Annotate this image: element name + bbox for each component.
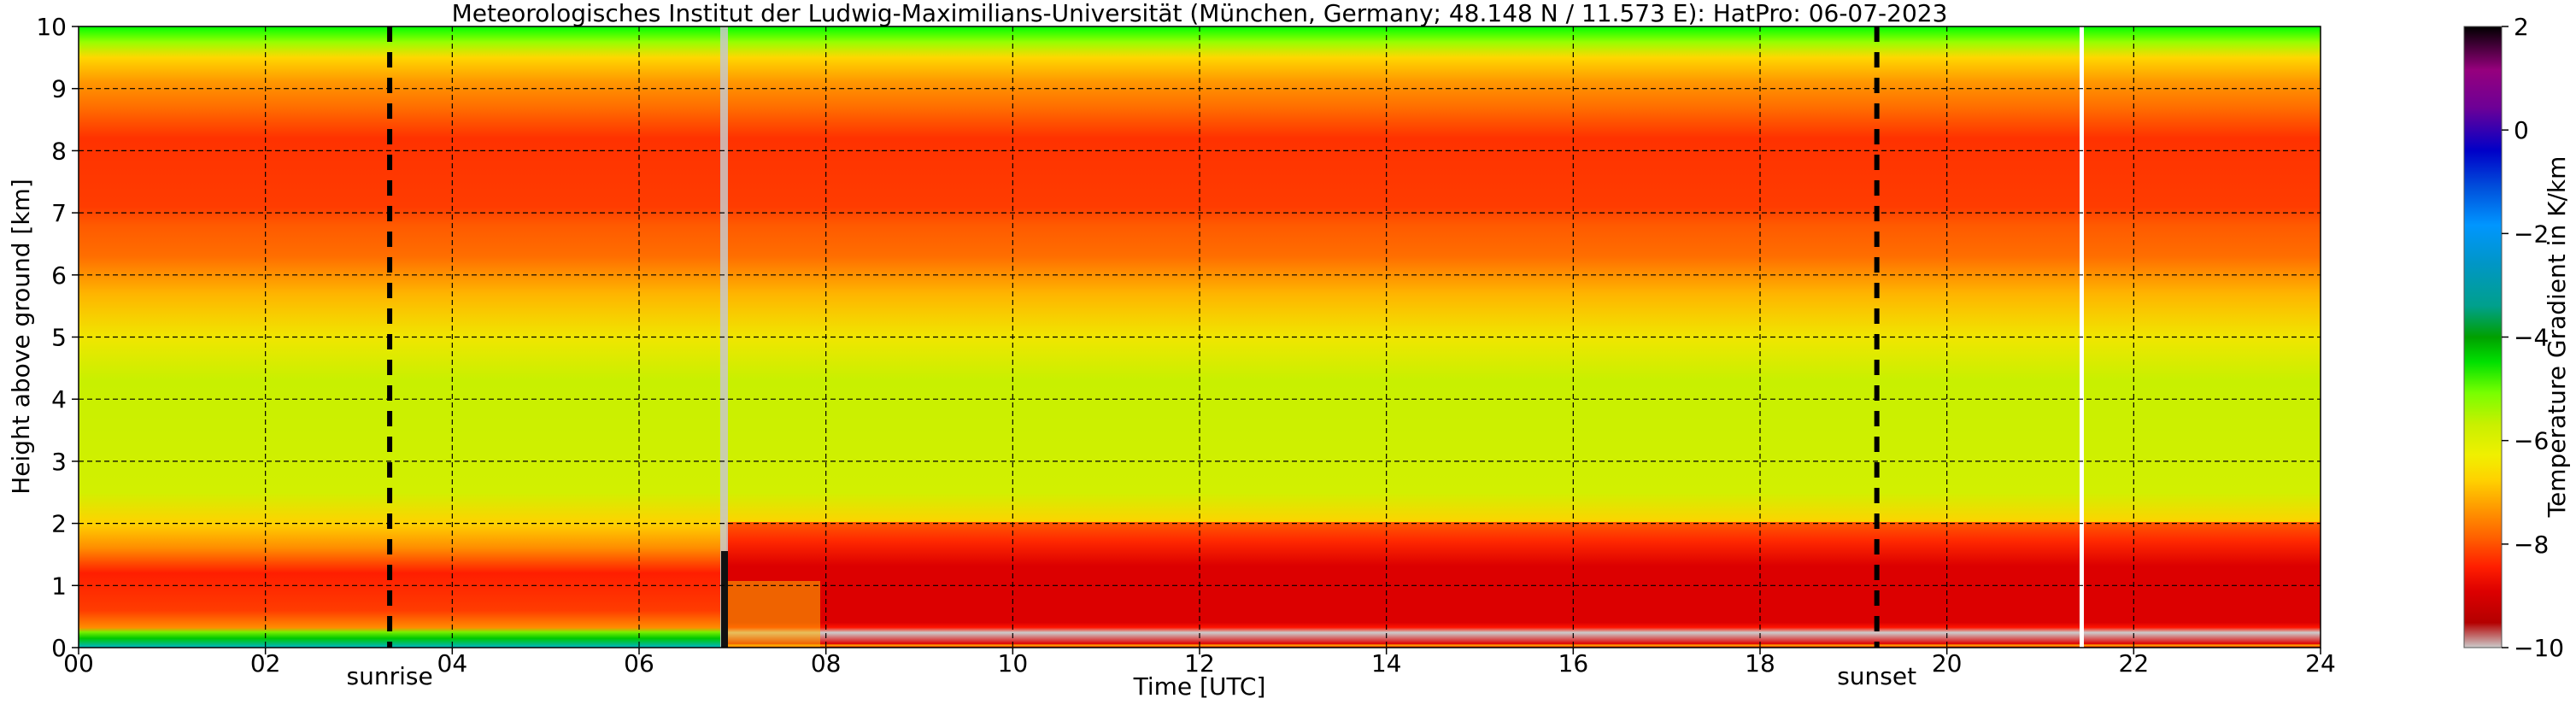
data-gap-line-lower [721, 551, 728, 648]
sun-lines [387, 26, 1880, 648]
y-tick-label: 4 [51, 385, 67, 414]
colorbar-tick-label: −10 [2514, 634, 2564, 662]
colorbar-tick-label: −6 [2514, 427, 2549, 455]
sunset-label: sunset [1837, 662, 1916, 690]
colorbar-tick-label: 0 [2514, 116, 2529, 144]
y-tick-label: 3 [51, 448, 67, 476]
y-tick-label: 9 [51, 75, 67, 103]
x-tick-label: 16 [1558, 649, 1589, 678]
y-tick-label: 2 [51, 510, 67, 538]
heatmap-lower-layer-day [726, 522, 2321, 648]
colorbar-tick-label: −4 [2514, 324, 2549, 352]
x-tick-label: 10 [998, 649, 1029, 678]
chart-title: Meteorologisches Institut der Ludwig-Max… [452, 0, 1948, 27]
y-tick-label: 6 [51, 261, 67, 290]
colorbar [2464, 26, 2502, 648]
colorbar-tick-label: −2 [2514, 220, 2549, 248]
x-tick-label: 12 [1184, 649, 1215, 678]
x-tick-label: 14 [1371, 649, 1402, 678]
y-tick-label: 1 [51, 572, 67, 600]
x-tick-label: 04 [437, 649, 468, 678]
x-axis-ticks: 00 02 04 06 08 10 12 14 16 18 20 22 24 [63, 648, 2336, 678]
x-tick-label: 06 [624, 649, 654, 678]
x-tick-label: 08 [811, 649, 842, 678]
colorbar-tick-label: −8 [2514, 531, 2549, 559]
colorbar-ticks: 2 0 −2 −4 −6 −8 −10 [2502, 13, 2564, 662]
y-tick-label: 7 [51, 199, 67, 227]
x-axis-label: Time [UTC] [1133, 672, 1266, 701]
heatmap-lower-layer-transition [726, 581, 820, 648]
x-tick-label: 24 [2305, 649, 2336, 678]
x-tick-label: 00 [63, 649, 94, 678]
y-axis-label: Height above ground [km] [7, 179, 35, 495]
x-tick-label: 20 [1932, 649, 1963, 678]
y-tick-label: 5 [51, 324, 67, 352]
colorbar-tick-label: 2 [2514, 13, 2529, 41]
y-axis-ticks: 0 1 2 3 4 5 6 7 8 9 10 [36, 13, 79, 662]
y-tick-label: 0 [51, 634, 67, 662]
heatmap-plot-area [79, 26, 2321, 648]
x-tick-label: 02 [250, 649, 281, 678]
y-tick-label: 8 [51, 137, 67, 165]
x-tick-label: 18 [1745, 649, 1775, 678]
sun-labels: sunrise sunset [346, 662, 1916, 690]
colorbar-label: Temperature Gradient in K/km [2543, 156, 2571, 519]
grid-lines [79, 26, 2321, 648]
y-tick-label: 10 [36, 13, 67, 41]
x-tick-label: 22 [2119, 649, 2150, 678]
sunrise-label: sunrise [346, 662, 432, 690]
